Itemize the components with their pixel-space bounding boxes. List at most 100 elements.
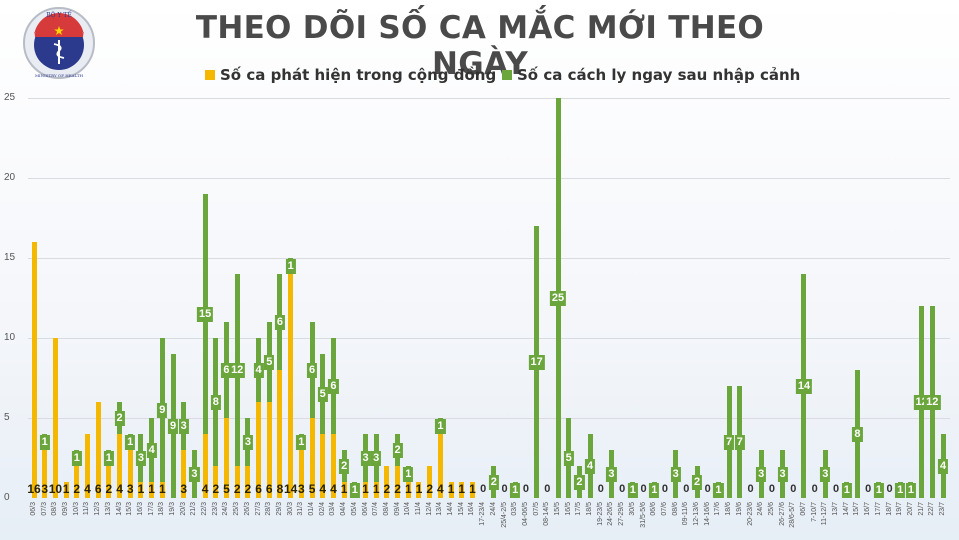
x-axis-tick-label: 23/7 bbox=[939, 502, 946, 516]
x-axis-tick-label: 03/5 bbox=[511, 502, 519, 516]
data-label-quarantine: 1 bbox=[905, 483, 916, 498]
data-label-community: 2 bbox=[233, 482, 241, 496]
x-axis-tick-label: 10/3 bbox=[72, 502, 80, 516]
bar-community bbox=[74, 466, 80, 498]
data-label-community: 1 bbox=[447, 482, 455, 496]
x-axis-tick-label: 22/7 bbox=[928, 502, 936, 516]
bar-community bbox=[469, 482, 475, 498]
x-axis-tick-label: 28/6-5/7 bbox=[789, 502, 797, 528]
x-axis-tick-label: 05/4 bbox=[350, 502, 358, 516]
data-label-quarantine: 7 bbox=[724, 435, 735, 450]
bar-community bbox=[341, 482, 347, 498]
x-axis-tick-label: 10/4 bbox=[404, 502, 412, 516]
data-label-quarantine: 4 bbox=[146, 443, 157, 458]
data-label-zero: 0 bbox=[522, 483, 529, 495]
data-label-community: 4 bbox=[330, 482, 337, 496]
data-label-quarantine: 5 bbox=[563, 451, 574, 466]
bar-community bbox=[256, 402, 262, 498]
x-axis-tick-label: 04/4 bbox=[340, 502, 348, 516]
gridline bbox=[28, 98, 950, 99]
data-label-community: 5 bbox=[308, 482, 316, 496]
data-label-zero: 0 bbox=[832, 483, 840, 495]
y-axis-tick-label: 5 bbox=[4, 412, 10, 423]
data-label-community: 2 bbox=[244, 482, 252, 496]
data-label-community: 4 bbox=[84, 482, 91, 496]
data-label-community: 4 bbox=[116, 482, 123, 496]
x-axis-tick-label: 25/6 bbox=[767, 502, 775, 516]
x-axis-tick-label: 21/7 bbox=[917, 502, 925, 516]
bar-community bbox=[42, 450, 48, 498]
x-axis-tick-label: 25/3 bbox=[233, 502, 241, 516]
svg-text:MINISTRY OF HEALTH: MINISTRY OF HEALTH bbox=[35, 73, 84, 78]
bar-community bbox=[138, 482, 144, 498]
bar-community bbox=[363, 482, 369, 498]
data-label-quarantine: 2 bbox=[114, 411, 125, 426]
data-label-zero: 0 bbox=[886, 483, 893, 495]
x-axis-tick-label: 29/3 bbox=[275, 502, 283, 516]
x-axis-tick-label: 18/7 bbox=[885, 502, 893, 516]
x-axis-tick-label: 19/3 bbox=[169, 502, 177, 516]
x-axis-tick-label: 17/5 bbox=[575, 502, 583, 516]
x-axis-tick-label: 31/5-5/6 bbox=[639, 502, 647, 528]
legend-label-quarantine: Số ca cách ly ngay sau nhập cảnh bbox=[517, 66, 801, 84]
bar-community bbox=[437, 434, 443, 498]
x-axis-tick-label: 06/7 bbox=[799, 502, 807, 516]
y-axis-tick-label: 25 bbox=[4, 92, 16, 103]
bar-community bbox=[149, 482, 155, 498]
data-label-quarantine: 9 bbox=[167, 419, 179, 434]
data-label-community: 2 bbox=[383, 482, 391, 496]
x-axis-tick-label: 19/7 bbox=[896, 502, 904, 516]
data-label-quarantine: 7 bbox=[734, 435, 745, 450]
bar-community bbox=[159, 482, 165, 498]
x-axis-tick-label: 30/5 bbox=[628, 502, 636, 516]
legend-item-quarantine: Số ca cách ly ngay sau nhập cảnh bbox=[502, 66, 800, 84]
data-label-quarantine: 3 bbox=[670, 467, 681, 482]
data-label-zero: 0 bbox=[544, 483, 551, 495]
x-axis-tick-label: 20-23/6 bbox=[746, 502, 754, 526]
data-label-zero: 0 bbox=[480, 483, 487, 495]
x-axis-tick-label: 16/3 bbox=[136, 502, 144, 516]
x-axis-tick-label: 18/5 bbox=[586, 502, 594, 516]
data-label-community: 2 bbox=[105, 482, 113, 496]
x-axis-tick-label: 12/3 bbox=[94, 502, 102, 516]
x-axis-tick-label: 13/4 bbox=[436, 502, 444, 516]
x-axis-tick-label: 18/6 bbox=[725, 502, 733, 516]
data-label-quarantine: 1 bbox=[71, 451, 82, 466]
data-label-quarantine: 3 bbox=[242, 435, 253, 450]
data-label-zero: 0 bbox=[501, 483, 508, 495]
x-axis-tick-label: 31/3 bbox=[297, 502, 305, 516]
x-axis-tick-label: 16/7 bbox=[864, 502, 872, 516]
x-axis-tick-label: 08-14/5 bbox=[543, 502, 551, 526]
data-label-quarantine: 15 bbox=[196, 307, 214, 322]
bar-community bbox=[309, 418, 315, 498]
data-label-quarantine: 1 bbox=[841, 483, 852, 498]
caduceus-icon: BỘ Y TẾ MINISTRY OF HEALTH bbox=[23, 7, 95, 79]
data-label-community: 6 bbox=[255, 482, 262, 496]
bar-community bbox=[320, 434, 326, 498]
data-label-community: 16 bbox=[27, 482, 41, 496]
data-label-quarantine: 3 bbox=[777, 467, 788, 482]
data-label-quarantine: 25 bbox=[549, 291, 567, 306]
x-axis-tick-label: 27/3 bbox=[254, 502, 262, 516]
data-label-quarantine: 8 bbox=[210, 395, 221, 410]
bar-community bbox=[181, 450, 187, 498]
data-label-community: 3 bbox=[126, 482, 134, 496]
x-axis-tick-label: 06/3 bbox=[30, 502, 37, 516]
x-axis-tick-label: 19/6 bbox=[735, 502, 743, 516]
x-axis-tick-label: 21/3 bbox=[190, 502, 198, 516]
x-axis-tick-label: 26-27/6 bbox=[778, 502, 786, 526]
bar-community bbox=[405, 482, 411, 498]
x-axis-tick-label: 17/7 bbox=[874, 502, 882, 516]
data-label-community: 1 bbox=[137, 482, 145, 496]
x-axis-tick-label: 09/3 bbox=[62, 502, 70, 516]
legend-item-community: Số ca phát hiện trong cộng đồng bbox=[205, 66, 496, 84]
x-axis-tick-label: 28/3 bbox=[265, 502, 273, 516]
bar-community bbox=[373, 482, 379, 498]
x-axis-tick-label: 25/4-2/5 bbox=[500, 502, 508, 528]
ministry-of-health-logo: BỘ Y TẾ MINISTRY OF HEALTH bbox=[22, 6, 96, 80]
bar-community bbox=[266, 402, 272, 498]
data-label-community: 4 bbox=[201, 482, 209, 496]
x-axis-tick-label: 18/3 bbox=[158, 502, 166, 516]
data-label-quarantine: 1 bbox=[125, 435, 136, 450]
